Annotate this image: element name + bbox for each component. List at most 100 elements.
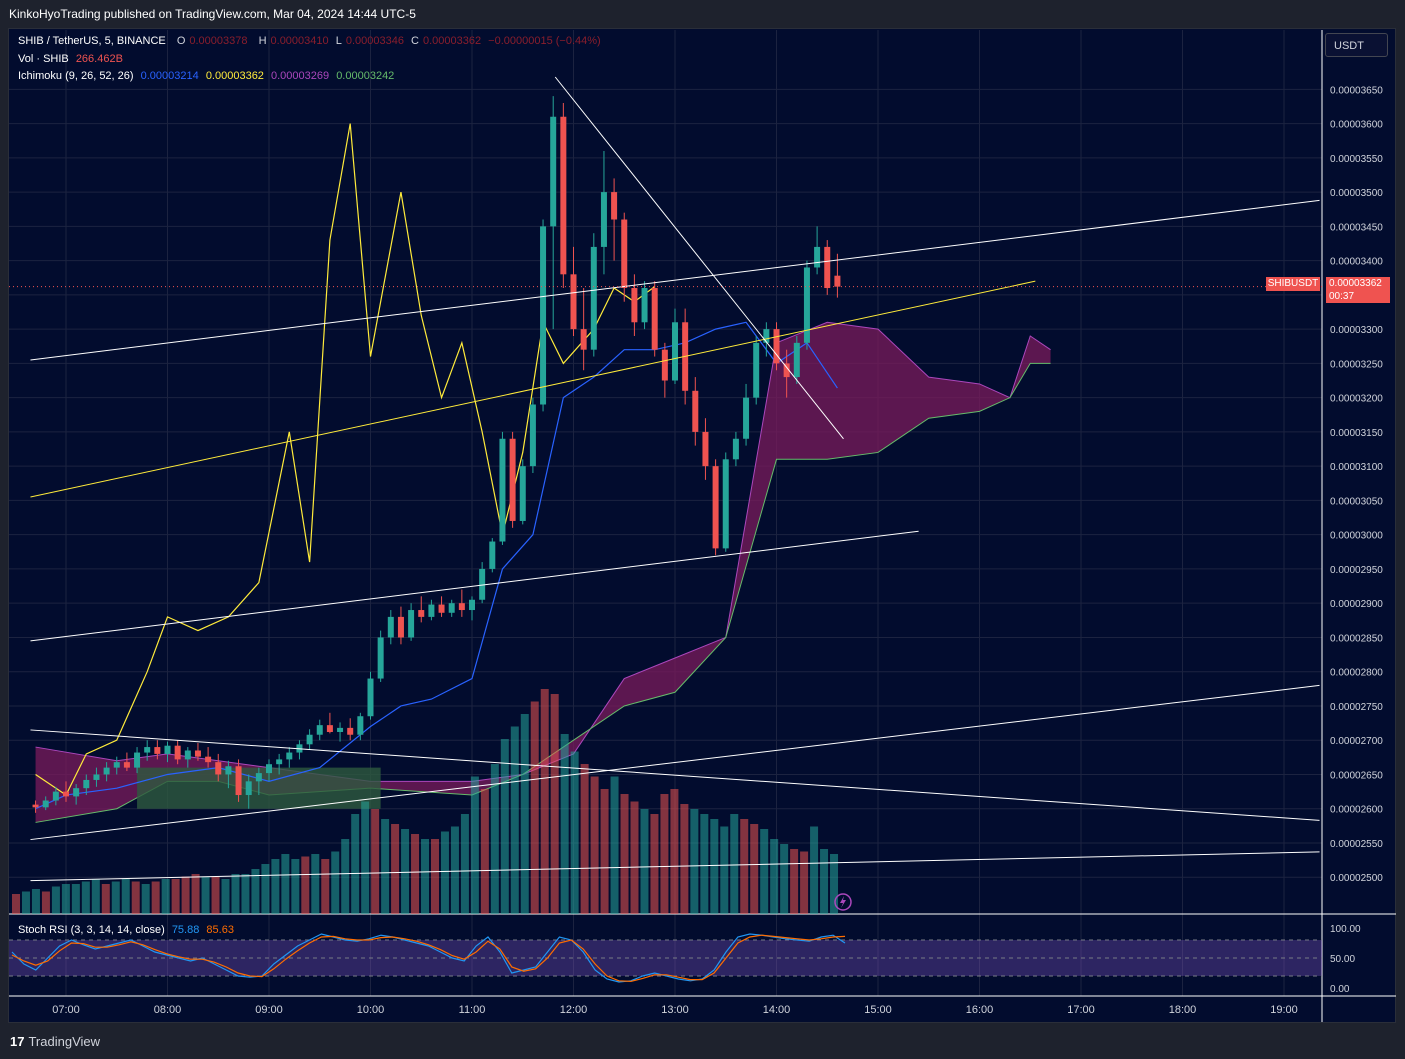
- candle-body: [357, 716, 364, 735]
- candle-body: [316, 725, 323, 735]
- volume-bar: [550, 694, 559, 914]
- lower-channel-white-trendline: [30, 530, 919, 642]
- candle-body: [306, 734, 313, 745]
- x-tick-label: 07:00: [52, 1004, 80, 1016]
- volume-bar: [740, 819, 749, 914]
- close-value: 0.00003362: [422, 35, 482, 47]
- candle-body: [225, 766, 232, 775]
- candle-body: [793, 342, 800, 378]
- x-tick-label: 09:00: [255, 1004, 283, 1016]
- close-label: C: [411, 35, 419, 47]
- x-tick-label: 15:00: [864, 1004, 892, 1016]
- candle-body: [134, 752, 141, 768]
- candle-body: [154, 747, 161, 754]
- volume-bar: [440, 831, 449, 914]
- y-tick-label: 0.00002800: [1330, 668, 1383, 679]
- ichimoku-label: Ichimoku (9, 26, 52, 26): [18, 70, 134, 82]
- volume-bar: [191, 874, 200, 914]
- volume-bar: [261, 864, 270, 914]
- y-tick-label: 0.00003050: [1330, 496, 1383, 507]
- volume-bar: [411, 834, 420, 914]
- volume-bar: [460, 814, 469, 914]
- volume-bar: [510, 726, 519, 914]
- volume-bar: [71, 884, 80, 914]
- volume-bar: [171, 879, 180, 914]
- candle-body: [235, 766, 242, 796]
- y-tick-label: 0.00002950: [1330, 565, 1383, 576]
- publish-header: KinkoHyoTrading published on TradingView…: [0, 0, 1405, 28]
- symbol-title: SHIB / TetherUS, 5, BINANCE: [18, 35, 166, 47]
- volume-bar: [381, 819, 390, 914]
- candle-body: [692, 390, 699, 432]
- x-tick-label: 19:00: [1270, 1004, 1298, 1016]
- volume-bar: [181, 876, 190, 914]
- volume-bar: [351, 814, 360, 914]
- stoch-rsi-legend: Stoch RSI (3, 3, 14, 14, close) 75.88 85…: [18, 924, 238, 936]
- currency-button[interactable]: USDT: [1325, 33, 1388, 57]
- ichimoku-tenkan-value: 0.00003214: [140, 70, 199, 82]
- volume-bar: [361, 801, 370, 914]
- candle-body: [93, 774, 100, 780]
- volume-bar: [391, 824, 400, 914]
- volume-bar: [660, 794, 669, 914]
- volume-label: Vol · SHIB: [18, 53, 69, 65]
- volume-bar: [401, 829, 410, 914]
- y-tick-label: 0.00003200: [1330, 394, 1383, 405]
- lightning-bolt-icon: [840, 896, 846, 908]
- y-tick-label: 0.00002550: [1330, 839, 1383, 850]
- volume-bar: [271, 859, 280, 914]
- candle-body: [52, 791, 59, 801]
- low-value: 0.00003346: [345, 35, 404, 47]
- y-tick-label: 0.00003000: [1330, 531, 1383, 542]
- tradingview-logo-icon: 17: [10, 1034, 25, 1049]
- stoch-rsi-d-value: 85.63: [206, 924, 234, 936]
- x-tick-label: 11:00: [459, 1004, 486, 1016]
- candle-body: [428, 604, 435, 617]
- volume-bar: [141, 884, 150, 914]
- candle-body: [144, 747, 151, 753]
- volume-bar: [81, 881, 90, 914]
- volume-value: 266.462B: [75, 53, 123, 65]
- candle-body: [590, 246, 597, 350]
- volume-bar: [820, 849, 829, 914]
- candle-body: [611, 192, 618, 220]
- candle-body: [63, 791, 69, 797]
- chikou-span-line: [35, 123, 656, 796]
- x-tick-label: 10:00: [357, 1004, 385, 1016]
- y-tick-label: 0.00002900: [1330, 599, 1383, 610]
- candle-body: [408, 610, 415, 638]
- volume-bar: [810, 826, 819, 914]
- volume-bar: [540, 689, 549, 914]
- ichimoku-span-b-value: 0.00003242: [336, 70, 395, 82]
- volume-bar: [480, 789, 489, 914]
- candle-body: [631, 288, 638, 323]
- y-tick-label: 0.00002700: [1330, 736, 1383, 747]
- candle-body: [32, 804, 39, 808]
- candle-body: [113, 762, 120, 768]
- change-value: −0.00000015 (−0.44%): [488, 35, 601, 47]
- candle-body: [123, 762, 130, 768]
- long-rising-white-trendline: [30, 684, 1320, 841]
- upper-channel-white-trendline: [30, 199, 1320, 361]
- volume-bar: [530, 701, 539, 914]
- y-tick-label: 0.00003500: [1330, 188, 1383, 199]
- volume-bar: [690, 809, 699, 914]
- candle-body: [174, 745, 181, 760]
- volume-bar: [700, 814, 709, 914]
- ichimoku-lagging-value: 0.00003362: [205, 70, 264, 82]
- x-tick-label: 18:00: [1169, 1004, 1197, 1016]
- volume-bar: [331, 851, 340, 914]
- volume-bar: [311, 854, 320, 914]
- volume-bar: [430, 839, 439, 914]
- candle-body: [489, 541, 496, 569]
- x-tick-label: 12:00: [560, 1004, 588, 1016]
- candle-body: [255, 773, 262, 782]
- candle-body: [499, 438, 506, 542]
- volume-bar: [51, 886, 60, 914]
- tradingview-logo[interactable]: 17 TradingView: [10, 1034, 100, 1049]
- ichimoku-cloud: [35, 322, 1051, 823]
- volume-bar: [640, 809, 649, 914]
- candle-body: [600, 192, 607, 247]
- candle-body: [286, 752, 293, 760]
